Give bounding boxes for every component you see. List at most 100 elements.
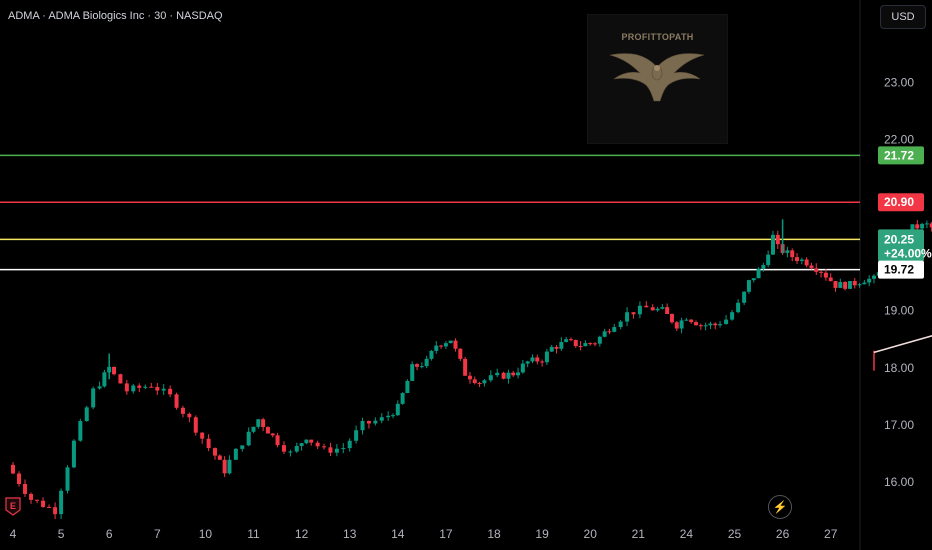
- candle-body: [41, 500, 46, 507]
- candle-body: [814, 268, 819, 272]
- candle-body: [174, 394, 179, 408]
- candle-body: [168, 388, 173, 395]
- candle-body: [578, 346, 583, 348]
- price-tick-label: 19.00: [884, 304, 914, 318]
- candle-body: [530, 357, 535, 362]
- candle-body: [694, 322, 699, 326]
- price-tags: 21.72 20.90 20.25+24.00% 19.72: [878, 146, 932, 279]
- price-axis[interactable]: 16.00 17.00 18.00 19.00 22.00 23.00: [884, 75, 914, 489]
- candle-body: [477, 382, 482, 384]
- candle-body: [448, 340, 453, 344]
- time-tick-label: 21: [632, 527, 646, 541]
- candle-body: [415, 364, 420, 367]
- candle-body: [405, 380, 410, 394]
- candle-body: [684, 319, 689, 321]
- candle-body: [482, 380, 487, 384]
- candle-body: [294, 446, 299, 452]
- earnings-icon[interactable]: E: [5, 497, 21, 516]
- candle-body: [149, 386, 154, 388]
- candle-body: [799, 259, 804, 261]
- time-tick-label: 27: [824, 527, 838, 541]
- time-tick-label: 10: [199, 527, 213, 541]
- current-price-label: 20.25: [884, 232, 914, 246]
- candle-body: [488, 375, 493, 381]
- candle-body: [434, 345, 439, 351]
- time-axis[interactable]: 4 5 6 7 10 11 12 13 14 17 18 19 20 21 24 25 26 27: [10, 527, 838, 541]
- price-tick-label: 16.00: [884, 475, 914, 489]
- candle-body: [419, 366, 424, 368]
- candle-body: [429, 350, 434, 359]
- candle-body: [137, 385, 142, 388]
- candle-body: [347, 440, 352, 449]
- candle-body: [689, 319, 694, 323]
- candle-body: [674, 322, 679, 329]
- candle-body: [511, 372, 516, 376]
- candle-body: [373, 420, 378, 424]
- candle-body: [131, 385, 136, 392]
- candle-body: [583, 343, 588, 347]
- candle-body: [315, 442, 320, 447]
- candle-body: [206, 438, 211, 449]
- candle-body: [540, 361, 545, 363]
- time-tick-label: 12: [295, 527, 309, 541]
- candle-body: [17, 473, 22, 485]
- candle-body: [713, 323, 718, 326]
- candle-body: [679, 320, 684, 329]
- candle-body: [213, 448, 218, 456]
- price-tick-label: 17.00: [884, 418, 914, 432]
- candle-body: [597, 336, 602, 344]
- white-level-label: 19.72: [884, 263, 914, 277]
- candle-body: [573, 339, 578, 347]
- candles: [11, 219, 932, 520]
- candle-body: [857, 284, 862, 286]
- candle-body: [852, 281, 857, 286]
- time-tick-label: 4: [10, 527, 17, 541]
- candle-body: [467, 375, 472, 380]
- red-level-label: 20.90: [884, 195, 914, 209]
- candle-body: [838, 282, 843, 288]
- candle-body: [47, 506, 52, 508]
- candle-body: [593, 343, 598, 345]
- candle-body: [265, 427, 270, 434]
- time-tick-label: 14: [391, 527, 405, 541]
- candle-body: [288, 451, 293, 453]
- candle-body: [736, 302, 741, 313]
- candle-body: [256, 419, 261, 427]
- flash-icon[interactable]: ⚡: [768, 495, 792, 519]
- candle-body: [669, 314, 674, 323]
- candle-body: [924, 223, 929, 225]
- candle-body: [833, 281, 838, 288]
- candle-body: [730, 312, 735, 320]
- candle-body: [544, 351, 549, 363]
- candle-body: [698, 325, 703, 327]
- candle-body: [233, 448, 238, 460]
- candle-body: [742, 291, 747, 303]
- candle-body: [756, 268, 761, 279]
- candle-body: [568, 339, 573, 341]
- candle-body: [161, 388, 166, 391]
- symbol-title: ADMA · ADMA Biologics Inc · 30 · NASDAQ: [8, 10, 223, 22]
- candle-body: [29, 493, 34, 500]
- currency-button[interactable]: USD: [880, 5, 926, 29]
- candle-body: [819, 271, 824, 273]
- candle-body: [439, 345, 444, 347]
- candle-body: [217, 455, 222, 460]
- candle-body: [400, 393, 405, 404]
- candle-body: [386, 415, 391, 418]
- candle-body: [535, 357, 540, 362]
- candle-body: [102, 372, 107, 387]
- candle-body: [366, 420, 371, 424]
- candle-body: [564, 339, 569, 342]
- change-percent-label: +24.00%: [884, 246, 932, 260]
- candle-body: [200, 432, 205, 439]
- candle-body: [71, 440, 76, 468]
- candle-body: [124, 383, 129, 392]
- candle-body: [823, 272, 828, 278]
- candle-body: [118, 374, 123, 384]
- candle-body: [453, 340, 458, 349]
- candle-body: [341, 448, 346, 450]
- candle-body: [11, 464, 15, 474]
- red-level-tag: [878, 193, 924, 212]
- candle-body: [708, 323, 713, 326]
